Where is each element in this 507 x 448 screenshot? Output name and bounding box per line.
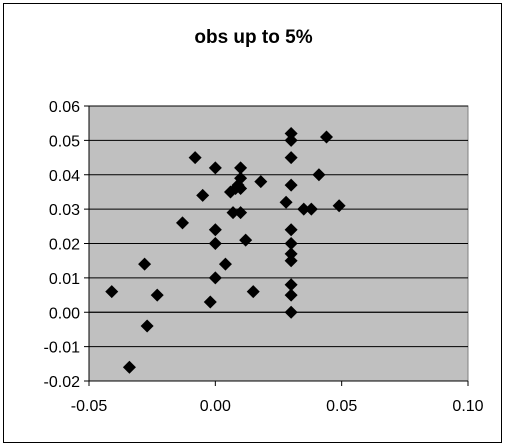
data-point xyxy=(254,175,268,189)
y-tick-labels: 0.06 0.05 0.04 0.03 0.02 0.01 0.00 -0.01 -0.02 xyxy=(44,99,81,391)
data-point xyxy=(218,257,232,271)
y-tick-label: 0.04 xyxy=(49,168,80,185)
data-point xyxy=(284,127,298,140)
data-point xyxy=(122,360,136,374)
y-tick-label: 0.05 xyxy=(49,133,80,150)
data-point xyxy=(284,254,298,268)
data-point xyxy=(284,247,298,261)
data-point xyxy=(234,171,248,185)
data-point xyxy=(226,206,240,220)
y-tick-label: 0.06 xyxy=(49,99,80,116)
data-point xyxy=(140,319,154,333)
data-point xyxy=(208,237,222,250)
data-point xyxy=(188,151,202,165)
data-point xyxy=(208,271,222,285)
data-point xyxy=(234,182,248,195)
data-point xyxy=(105,285,119,299)
data-point xyxy=(284,278,298,292)
data-point xyxy=(332,199,346,213)
data-point xyxy=(246,285,260,299)
data-point xyxy=(312,168,326,182)
data-point xyxy=(284,288,298,302)
data-point xyxy=(208,223,222,237)
data-point xyxy=(208,161,222,175)
x-tick-label: -0.05 xyxy=(71,398,108,415)
data-point xyxy=(284,237,298,250)
data-point xyxy=(175,216,189,230)
chart-title: obs up to 5% xyxy=(194,27,313,48)
data-point xyxy=(284,223,298,237)
data-point xyxy=(284,133,298,147)
data-point xyxy=(284,305,298,319)
data-point xyxy=(284,151,298,165)
data-point xyxy=(196,188,210,202)
data-point xyxy=(279,195,293,209)
data-point xyxy=(239,233,253,247)
data-point xyxy=(150,288,164,302)
y-tick-label: 0.03 xyxy=(49,202,80,219)
x-tick-label: 0.10 xyxy=(452,398,483,415)
data-point xyxy=(320,130,334,144)
data-point xyxy=(284,178,298,192)
x-tick-label: 0.05 xyxy=(326,398,357,415)
data-point xyxy=(304,202,318,216)
data-point xyxy=(138,257,152,271)
x-tick-labels: -0.05 0.00 0.05 0.10 xyxy=(71,398,484,415)
data-point xyxy=(203,295,217,309)
y-tick-label: -0.01 xyxy=(44,340,81,357)
data-point xyxy=(234,161,248,175)
data-point xyxy=(234,206,248,220)
y-tick-label: 0.00 xyxy=(49,305,80,322)
x-tick-label: 0.00 xyxy=(200,398,231,415)
y-tick-label: -0.02 xyxy=(44,374,81,391)
y-tick-label: 0.02 xyxy=(49,237,80,254)
axes xyxy=(88,106,468,382)
data-points xyxy=(105,127,346,374)
y-tick-label: 0.01 xyxy=(49,271,80,288)
data-point xyxy=(297,202,311,216)
